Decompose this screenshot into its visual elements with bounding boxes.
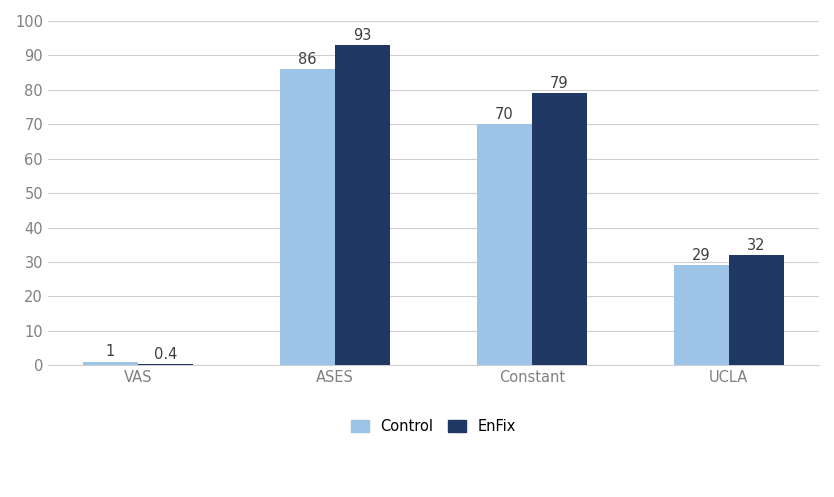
Text: 70: 70 bbox=[495, 107, 514, 122]
Text: 93: 93 bbox=[354, 28, 372, 43]
Bar bbox=[83, 362, 138, 365]
Bar bbox=[138, 364, 193, 365]
Bar bbox=[674, 265, 729, 365]
Bar bbox=[532, 93, 587, 365]
Bar bbox=[335, 45, 390, 365]
Legend: Control, EnFix: Control, EnFix bbox=[351, 419, 515, 434]
Text: 29: 29 bbox=[692, 248, 711, 263]
Text: 79: 79 bbox=[550, 76, 569, 91]
Bar bbox=[477, 124, 532, 365]
Text: 0.4: 0.4 bbox=[154, 346, 178, 361]
Text: 32: 32 bbox=[747, 238, 766, 253]
Bar bbox=[729, 255, 784, 365]
Text: 1: 1 bbox=[106, 344, 115, 359]
Text: 86: 86 bbox=[298, 52, 317, 67]
Bar bbox=[280, 69, 335, 365]
